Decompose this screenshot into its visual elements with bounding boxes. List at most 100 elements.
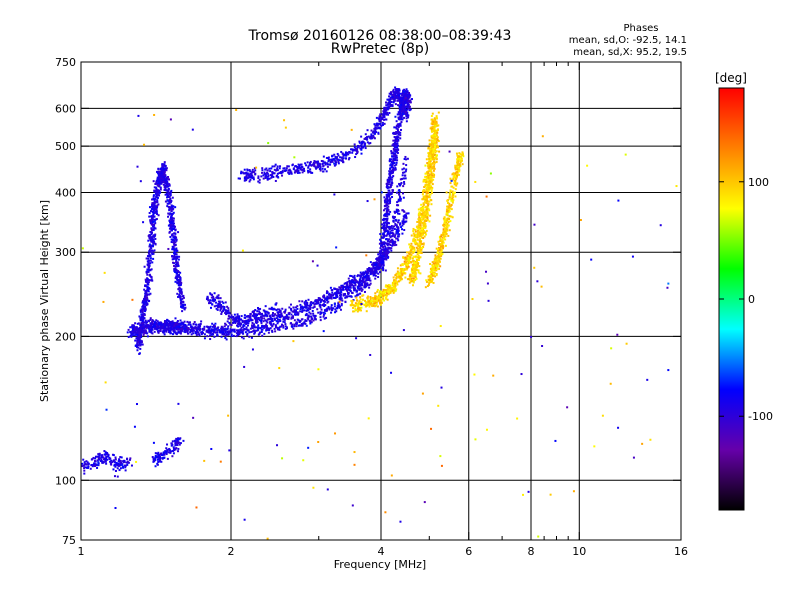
data-point-o-mode	[164, 200, 167, 203]
data-point-o-mode	[249, 317, 252, 320]
data-point-o-mode	[209, 325, 212, 328]
data-point-o-mode	[274, 326, 277, 329]
data-point-o-mode	[179, 326, 182, 329]
data-point-o-mode	[94, 463, 97, 466]
data-point-x-mode	[420, 203, 423, 206]
data-point-o-mode	[239, 318, 242, 321]
data-point-o-mode	[398, 111, 401, 114]
data-point-o-mode	[397, 235, 400, 238]
data-point-o-mode	[286, 165, 289, 168]
data-point-o-mode	[262, 320, 265, 323]
data-point-x-mode	[413, 247, 416, 250]
data-point-o-mode	[191, 327, 194, 330]
data-point-o-mode	[199, 325, 202, 328]
data-point-o-mode	[149, 262, 152, 265]
data-point-o-mode	[403, 221, 406, 224]
data-point-o-mode	[147, 281, 150, 284]
data-point-o-mode	[311, 302, 314, 305]
data-point-o-mode	[259, 331, 262, 334]
data-point-o-mode	[392, 216, 395, 219]
data-point-o-mode	[179, 442, 182, 445]
data-point-o-mode	[151, 261, 154, 264]
data-point-o-mode	[115, 461, 118, 464]
data-point-o-mode	[127, 461, 130, 464]
data-point-o-mode	[159, 460, 162, 463]
data-point-o-mode	[403, 88, 406, 91]
data-point-o-mode	[265, 310, 268, 313]
data-point-o-mode	[301, 168, 304, 171]
data-point-o-mode	[221, 305, 224, 308]
data-point-o-mode	[165, 324, 168, 327]
data-point-o-mode	[336, 295, 339, 298]
data-point-o-mode	[174, 225, 177, 228]
data-point-o-mode	[98, 452, 101, 455]
data-point-o-mode	[238, 177, 241, 180]
data-point-o-mode	[147, 268, 150, 271]
data-point-o-mode	[391, 229, 394, 232]
data-point-o-mode	[266, 177, 269, 180]
data-point-o-mode	[393, 216, 396, 219]
data-point-o-mode	[370, 133, 373, 136]
data-point-o-mode	[351, 149, 354, 152]
data-point-o-mode	[396, 204, 399, 207]
data-point-o-mode	[103, 450, 106, 453]
data-point-o-mode	[267, 327, 270, 330]
data-point-o-mode	[246, 172, 249, 175]
data-point-o-mode	[131, 332, 134, 335]
data-point-o-mode	[240, 336, 243, 339]
data-point-o-mode	[86, 461, 89, 464]
data-point-o-mode	[382, 263, 385, 266]
data-point-o-mode	[233, 330, 236, 333]
data-point-o-mode	[158, 177, 161, 180]
data-point-o-mode	[241, 330, 244, 333]
data-point-o-mode	[146, 332, 149, 335]
data-point-o-mode	[321, 167, 324, 170]
data-point-o-mode	[160, 178, 163, 181]
data-point-o-mode	[404, 95, 407, 98]
data-point-o-mode	[181, 297, 184, 300]
data-point-o-mode	[145, 298, 148, 301]
data-point-o-mode	[224, 336, 227, 339]
data-point-o-mode	[175, 261, 178, 264]
data-point-x-mode	[357, 306, 360, 309]
data-point-o-mode	[249, 172, 252, 175]
data-point-o-mode	[376, 261, 379, 264]
data-point-o-mode	[156, 320, 159, 323]
data-point-o-mode	[150, 227, 153, 230]
data-point-o-mode	[258, 311, 261, 314]
data-point-o-mode	[365, 270, 368, 273]
data-point-o-mode	[401, 192, 404, 195]
data-point-o-mode	[148, 330, 151, 333]
data-point-o-mode	[288, 313, 291, 316]
data-point-o-mode	[250, 336, 253, 339]
data-point-o-mode	[379, 266, 382, 269]
data-point-o-mode	[358, 140, 361, 143]
data-point-x-mode	[397, 273, 400, 276]
data-point-o-mode	[387, 213, 390, 216]
data-point-o-mode	[178, 438, 181, 441]
data-point-o-mode	[294, 310, 297, 313]
data-point-o-mode	[325, 316, 328, 319]
data-point-o-mode	[276, 172, 279, 175]
data-point-o-mode	[380, 124, 383, 127]
data-point-o-mode	[97, 453, 100, 456]
data-point-o-mode	[254, 169, 257, 172]
data-point-o-mode	[164, 164, 167, 167]
data-point-o-mode	[361, 288, 364, 291]
data-point-o-mode	[149, 250, 152, 253]
data-point-o-mode	[256, 326, 259, 329]
data-point-o-mode	[177, 437, 180, 440]
data-point-o-mode	[222, 333, 225, 336]
data-point-x-mode	[396, 267, 399, 270]
data-point-o-mode	[327, 157, 330, 160]
data-point-o-mode	[322, 295, 325, 298]
data-point-o-mode	[174, 251, 177, 254]
data-point-o-mode	[256, 306, 259, 309]
data-point-o-mode	[172, 217, 175, 220]
data-point-o-mode	[244, 177, 247, 180]
data-point-o-mode	[149, 244, 152, 247]
data-point-o-mode	[405, 158, 408, 161]
data-point-o-mode	[223, 325, 226, 328]
data-point-o-mode	[162, 167, 165, 170]
data-point-o-mode	[172, 329, 175, 332]
